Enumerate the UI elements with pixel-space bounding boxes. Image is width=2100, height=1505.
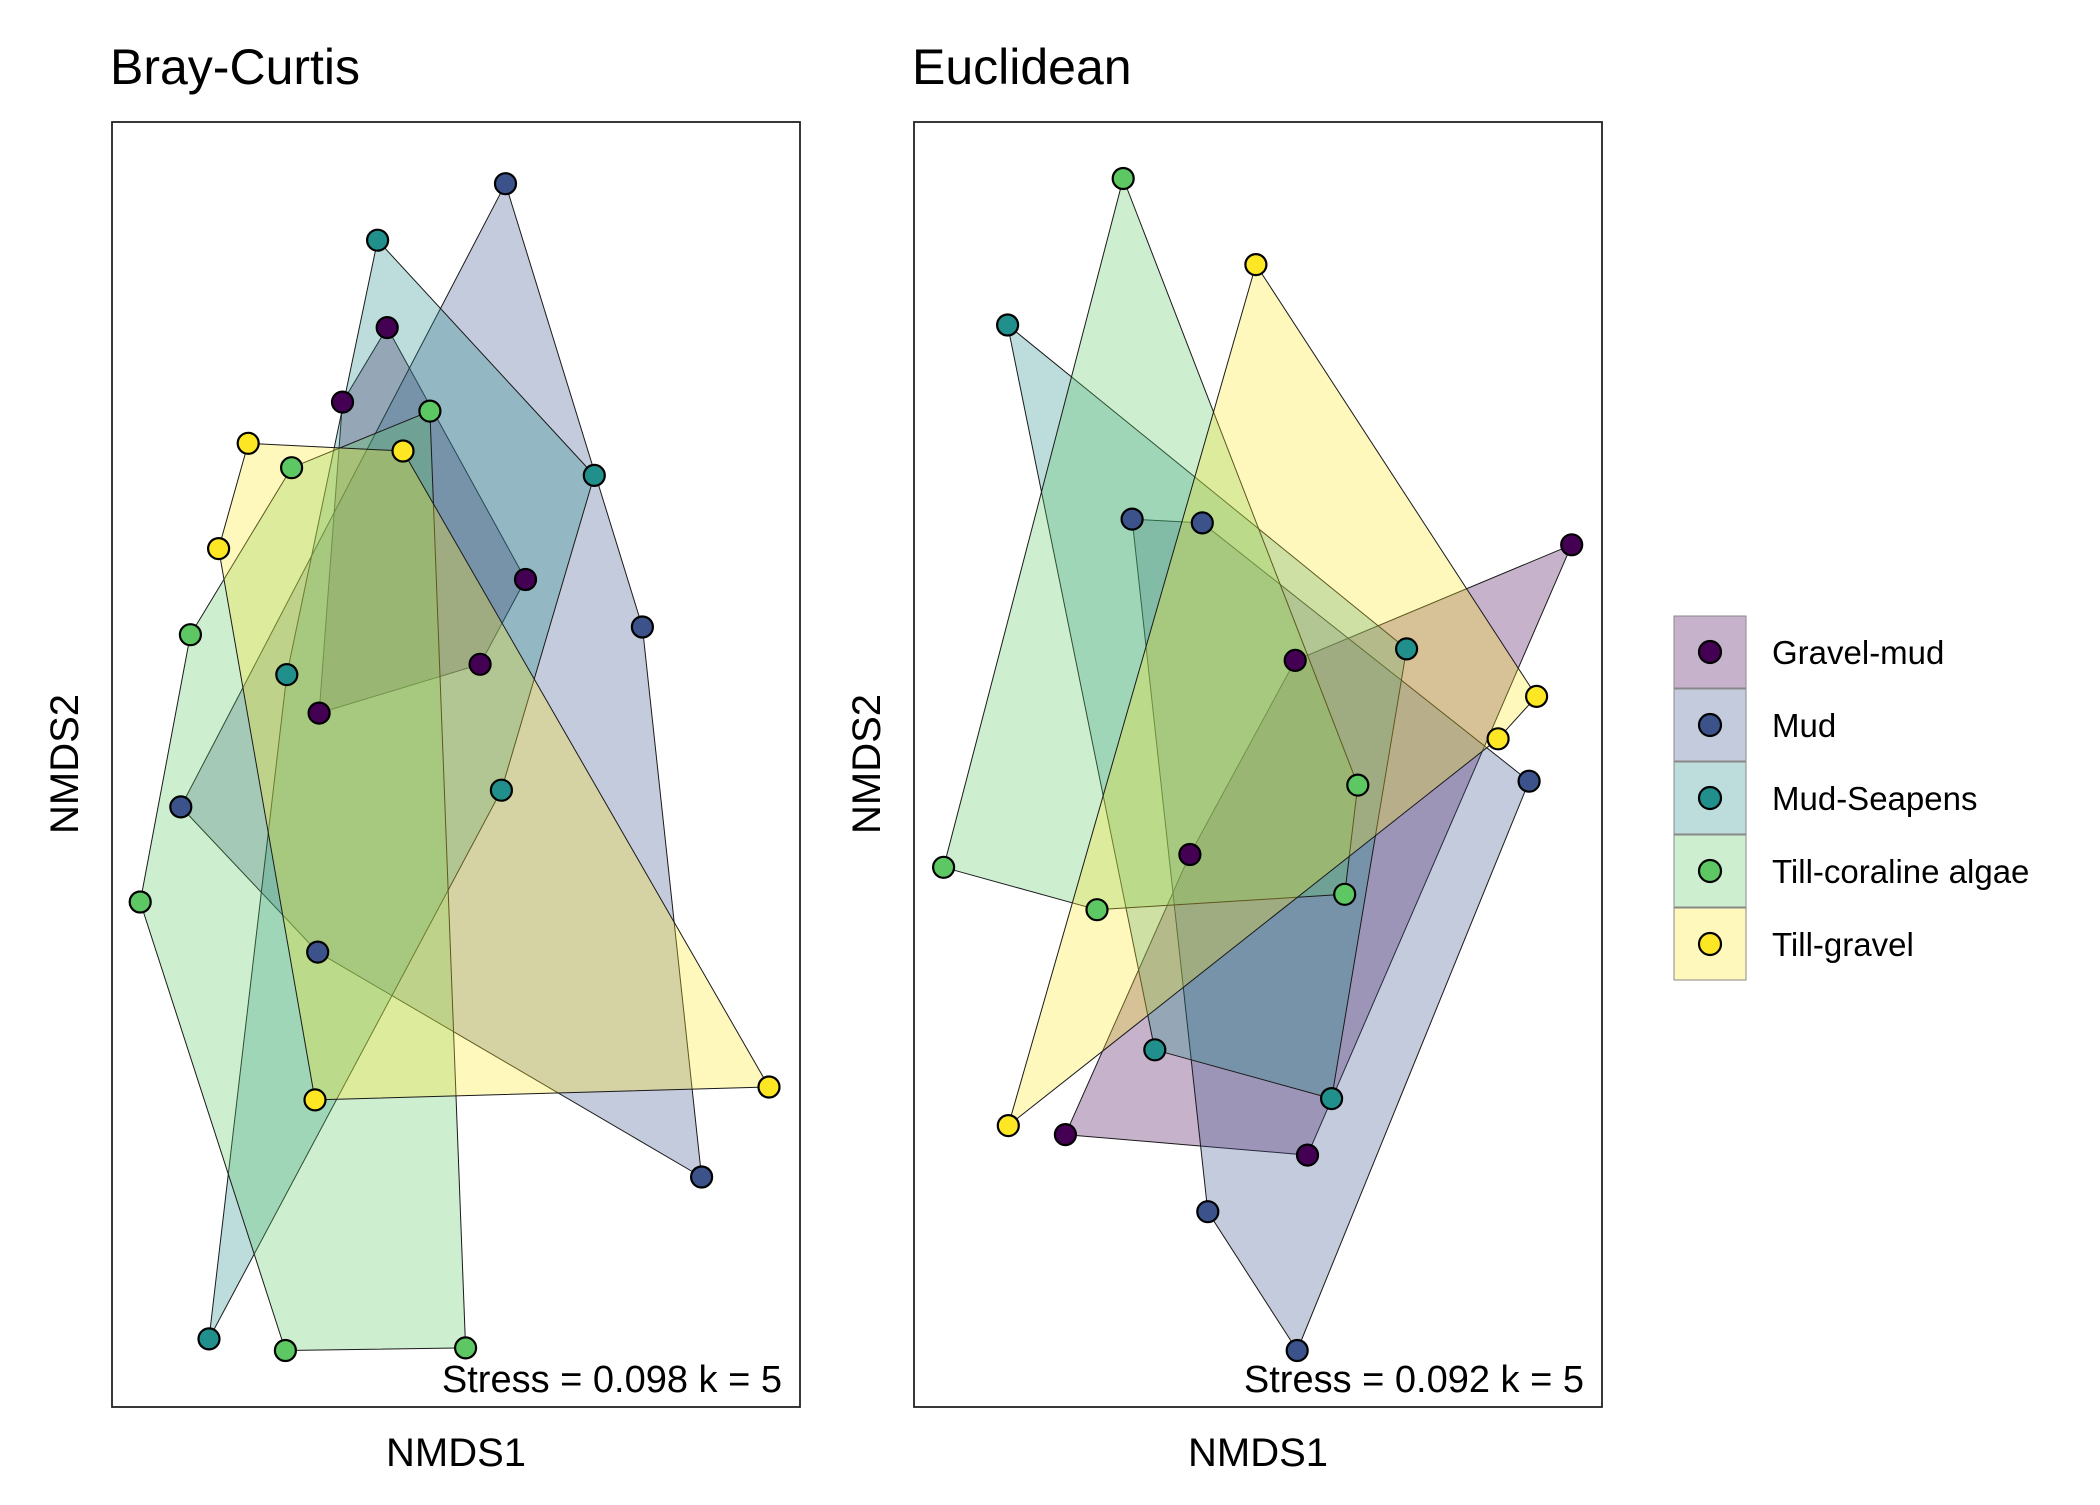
legend: Gravel-mud Mud Mud-Seapens Till-coraline… — [1673, 615, 2029, 981]
point-till-gravel — [1524, 684, 1549, 709]
point-till-coraline-algae — [454, 1336, 478, 1360]
point-till-coraline-algae — [1085, 898, 1109, 922]
hull-mud — [1131, 518, 1530, 1351]
point-till-gravel — [1486, 727, 1510, 751]
point-gravel-mud — [1283, 648, 1307, 673]
hull-layer — [139, 183, 770, 1351]
legend-entry-gravel-mud: Gravel-mud — [1673, 615, 1944, 689]
legend-entry-till-coraline-algae: Till-coraline algae — [1673, 834, 2029, 908]
point-mud-seapens — [995, 313, 1020, 337]
panel-bray-curtis: Bray-Curtis Stress = 0.098 k = 5 NMDS1 N… — [43, 39, 801, 1475]
panel-title: Euclidean — [912, 39, 1132, 95]
point-gravel-mud — [1053, 1122, 1078, 1147]
legend-label: Gravel-mud — [1772, 634, 1944, 671]
point-till-gravel — [207, 536, 231, 561]
point-till-coraline-algae — [178, 623, 202, 647]
panel-title: Bray-Curtis — [110, 39, 360, 95]
point-mud — [689, 1165, 714, 1189]
point-till-gravel — [1244, 253, 1268, 277]
legend-entry-mud-seapens: Mud-Seapens — [1673, 761, 1977, 835]
x-axis-label: NMDS1 — [1188, 1431, 1328, 1475]
legend-marker — [1697, 712, 1723, 738]
point-gravel-mud — [513, 567, 538, 592]
legend-marker — [1697, 931, 1723, 957]
legend-entry-mud: Mud — [1673, 688, 1836, 762]
legend-marker — [1697, 858, 1723, 884]
plot-frame — [913, 121, 1603, 1408]
hull-gravel-mud — [318, 327, 526, 714]
point-till-gravel — [303, 1088, 327, 1112]
legend-label: Mud — [1772, 707, 1836, 744]
point-till-coraline-algae — [931, 855, 956, 879]
point-mud — [306, 940, 330, 964]
legend-label: Mud-Seapens — [1772, 780, 1977, 817]
panel-euclidean: Euclidean Stress = 0.092 k = 5 NMDS1 NMD… — [845, 39, 1603, 1475]
y-axis-label: NMDS2 — [43, 694, 87, 834]
point-till-coraline-algae — [1333, 882, 1357, 906]
point-gravel-mud — [307, 701, 331, 725]
point-mud — [1285, 1338, 1309, 1363]
legend-marker — [1697, 785, 1723, 811]
x-axis-label: NMDS1 — [386, 1431, 526, 1475]
y-axis-label: NMDS2 — [845, 694, 889, 834]
point-till-gravel — [236, 431, 260, 455]
point-gravel-mud — [330, 390, 355, 414]
point-gravel-mud — [1295, 1143, 1320, 1167]
point-till-coraline-algae — [1111, 166, 1135, 191]
point-mud-seapens — [1394, 637, 1419, 661]
hull-till-gravel — [218, 442, 770, 1101]
hull-till-coraline-algae — [943, 178, 1359, 911]
point-mud-seapens — [582, 463, 606, 487]
hull-gravel-mud — [1064, 544, 1573, 1156]
point-mud-seapens — [489, 778, 513, 802]
point-mud-seapens — [275, 662, 299, 687]
point-till-coraline-algae — [273, 1338, 297, 1363]
point-mud — [1517, 769, 1541, 793]
point-till-coraline-algae — [418, 399, 442, 423]
hull-mud — [180, 183, 703, 1178]
point-gravel-mud — [468, 652, 492, 676]
legend-entry-till-gravel: Till-gravel — [1673, 907, 1914, 981]
point-layer — [931, 166, 1584, 1363]
point-mud — [1120, 507, 1144, 531]
stress-annotation: Stress = 0.098 k = 5 — [442, 1359, 782, 1401]
point-mud — [1190, 511, 1214, 535]
point-till-gravel — [391, 439, 415, 463]
point-mud-seapens — [197, 1327, 221, 1351]
point-till-coraline-algae — [1346, 773, 1370, 797]
point-till-gravel — [996, 1113, 1020, 1138]
point-layer — [128, 172, 781, 1363]
plot-frame — [111, 121, 801, 1408]
hull-mud-seapens — [208, 239, 595, 1340]
point-till-gravel — [757, 1075, 781, 1099]
point-mud-seapens — [366, 228, 390, 252]
point-till-coraline-algae — [280, 456, 304, 480]
legend-label: Till-gravel — [1772, 926, 1914, 963]
hull-layer — [943, 178, 1573, 1351]
stress-annotation: Stress = 0.092 k = 5 — [1244, 1359, 1584, 1401]
point-mud — [630, 615, 655, 639]
point-till-coraline-algae — [128, 890, 152, 914]
legend-marker — [1697, 639, 1723, 665]
point-mud — [169, 795, 193, 819]
point-mud-seapens — [1143, 1038, 1167, 1062]
point-mud-seapens — [1319, 1086, 1344, 1111]
point-mud — [1196, 1200, 1220, 1224]
legend-label: Till-coraline algae — [1772, 853, 2029, 890]
point-mud — [493, 172, 518, 196]
point-gravel-mud — [375, 316, 399, 340]
point-gravel-mud — [1178, 842, 1202, 867]
point-gravel-mud — [1560, 533, 1584, 557]
